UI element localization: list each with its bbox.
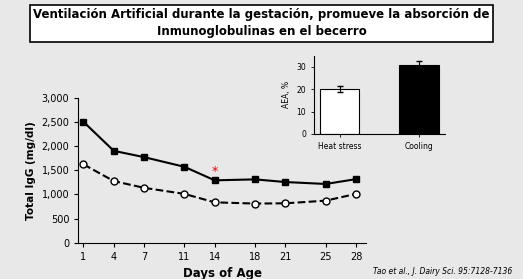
Bar (399, 65, 439, 134)
Text: *: * (212, 165, 218, 178)
Bar (320, 89, 359, 134)
Y-axis label: Total IgG (mg/dl): Total IgG (mg/dl) (26, 121, 36, 220)
Text: Ventilación Artificial durante la gestación, promueve la absorción de
Inmunoglob: Ventilación Artificial durante la gestac… (33, 8, 490, 39)
Y-axis label: AEA, %: AEA, % (282, 81, 291, 109)
X-axis label: Days of Age: Days of Age (183, 267, 262, 279)
Text: Tao et al., J. Dairy Sci. 95:7128-7136: Tao et al., J. Dairy Sci. 95:7128-7136 (373, 267, 513, 276)
